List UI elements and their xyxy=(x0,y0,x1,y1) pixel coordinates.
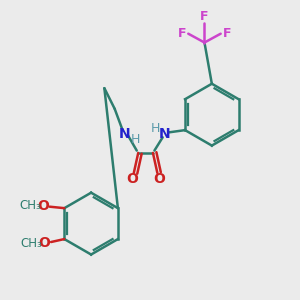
Text: O: O xyxy=(37,199,49,212)
Text: N: N xyxy=(119,127,131,141)
Text: O: O xyxy=(38,236,50,250)
Text: F: F xyxy=(178,27,186,40)
Text: H: H xyxy=(150,122,160,135)
Text: N: N xyxy=(159,127,170,141)
Text: F: F xyxy=(200,11,209,23)
Text: CH₃: CH₃ xyxy=(20,237,42,250)
Text: O: O xyxy=(153,172,165,186)
Text: O: O xyxy=(126,172,138,186)
Text: H: H xyxy=(130,133,140,146)
Text: CH₃: CH₃ xyxy=(19,199,41,212)
Text: F: F xyxy=(223,27,231,40)
